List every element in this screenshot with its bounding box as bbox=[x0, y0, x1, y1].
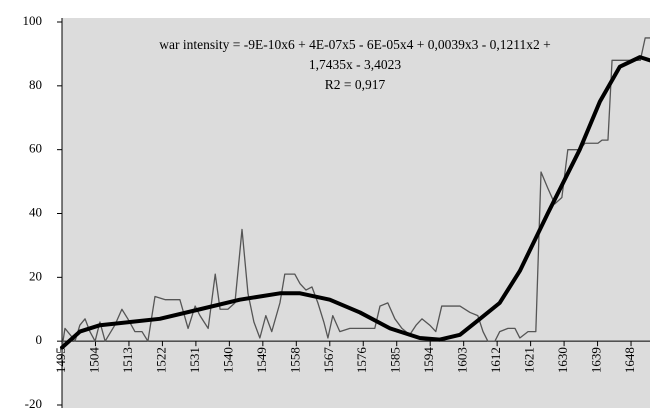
y-tick-label: 60 bbox=[29, 141, 42, 156]
x-tick-label: 1621 bbox=[522, 347, 537, 373]
x-tick-label: 1567 bbox=[321, 347, 336, 374]
x-tick-label: 1576 bbox=[354, 347, 369, 374]
plot-background bbox=[62, 18, 650, 408]
x-tick-label: 1549 bbox=[254, 347, 269, 373]
y-tick-label: 100 bbox=[23, 13, 43, 28]
x-tick-label: 1558 bbox=[287, 347, 302, 373]
x-tick-label: 1513 bbox=[120, 347, 135, 373]
y-tick-label: 20 bbox=[29, 268, 42, 283]
x-tick-label: 1495 bbox=[53, 347, 68, 373]
x-tick-label: 1522 bbox=[153, 347, 168, 373]
annotation-line: R2 = 0,917 bbox=[325, 77, 386, 92]
x-tick-label: 1504 bbox=[86, 347, 101, 374]
y-tick-label: -20 bbox=[25, 396, 42, 408]
data-line bbox=[61, 37, 650, 349]
x-tick-label: 1594 bbox=[421, 347, 436, 374]
x-tick-label: 1639 bbox=[589, 347, 604, 373]
y-tick-label: 40 bbox=[29, 204, 42, 219]
annotation-line: 1,7435x - 3,4023 bbox=[309, 57, 401, 72]
x-tick-label: 1540 bbox=[220, 347, 235, 373]
plot-area bbox=[57, 18, 650, 408]
x-tick-label: 1531 bbox=[187, 347, 202, 373]
x-tick-label: 1585 bbox=[388, 347, 403, 373]
y-tick-label: 0 bbox=[36, 332, 43, 347]
x-tick-label: 1630 bbox=[555, 347, 570, 373]
x-tick-label: 1648 bbox=[622, 347, 637, 373]
data-line bbox=[60, 55, 650, 350]
x-tick-label: 1603 bbox=[455, 347, 470, 373]
annotation-line: war intensity = -9E-10x6 + 4E-07x5 - 6E-… bbox=[159, 37, 550, 52]
x-tick-label: 1612 bbox=[488, 347, 503, 373]
y-tick-label: 80 bbox=[29, 77, 42, 92]
annotation: war intensity = -9E-10x6 + 4E-07x5 - 6E-… bbox=[159, 37, 550, 92]
